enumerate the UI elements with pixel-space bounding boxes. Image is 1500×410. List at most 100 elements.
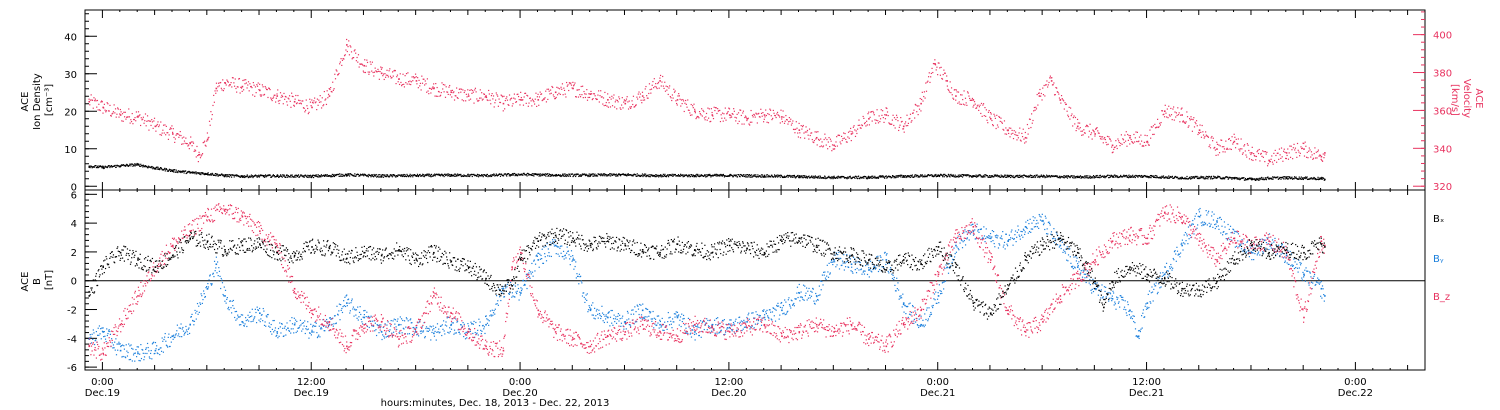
velocity-sample	[857, 124, 859, 127]
density-sample	[1095, 174, 1097, 177]
velocity-sample	[1019, 127, 1021, 129]
velocity-sample	[444, 96, 447, 98]
density-sample	[562, 174, 564, 176]
density-sample	[677, 174, 680, 176]
velocity-sample	[1062, 99, 1064, 101]
velocity-sample	[1241, 148, 1243, 150]
density-point	[1324, 178, 1326, 181]
density-sample	[308, 176, 310, 179]
by-sample	[139, 353, 141, 355]
density-sample	[602, 175, 604, 177]
density-sample	[1281, 177, 1284, 179]
velocity-sample	[1200, 136, 1203, 138]
velocity-sample	[790, 124, 793, 126]
velocity-sample	[1255, 155, 1258, 158]
by-sample	[121, 356, 123, 358]
density-sample	[856, 177, 859, 180]
density-sample	[460, 173, 462, 176]
density-sample	[425, 174, 427, 176]
density-sample	[1317, 178, 1320, 181]
velocity-sample	[875, 119, 877, 121]
velocity-sample	[774, 115, 777, 117]
by-point	[1111, 298, 1114, 300]
velocity-sample	[1075, 129, 1077, 132]
velocity-sample	[717, 108, 719, 110]
velocity-sample	[936, 66, 938, 68]
density-sample	[874, 177, 876, 179]
velocity-sample	[960, 103, 962, 106]
velocity-sample	[821, 141, 823, 143]
velocity-sample	[1177, 107, 1179, 109]
density-sample	[333, 175, 336, 178]
density-sample	[447, 173, 449, 175]
density-sample	[686, 174, 688, 176]
y-tick-label: 2	[71, 248, 77, 259]
velocity-sample	[910, 121, 912, 123]
velocity-sample	[1142, 144, 1144, 147]
density-sample	[764, 174, 766, 176]
velocity-sample	[615, 99, 617, 101]
density-sample	[926, 176, 928, 178]
by-sample	[197, 313, 199, 315]
density-sample	[363, 175, 365, 177]
velocity-sample	[355, 60, 357, 62]
velocity-sample	[99, 109, 101, 112]
density-sample	[587, 175, 589, 177]
velocity-sample	[1239, 148, 1242, 150]
density-sample	[292, 175, 294, 178]
velocity-sample	[167, 132, 169, 134]
velocity-sample	[1312, 158, 1314, 160]
velocity-sample	[1222, 151, 1224, 153]
density-sample	[458, 174, 460, 177]
density-sample	[817, 176, 819, 178]
velocity-sample	[1322, 153, 1324, 155]
density-sample	[221, 173, 223, 176]
density-sample	[1142, 176, 1144, 178]
velocity-sample	[662, 85, 664, 87]
velocity-sample	[514, 98, 516, 100]
by-point	[763, 316, 766, 319]
density-sample	[802, 177, 804, 179]
velocity-sample	[861, 124, 863, 126]
density-sample	[547, 174, 550, 177]
velocity-sample	[931, 67, 933, 70]
by-sample	[179, 327, 182, 329]
density-sample	[771, 174, 773, 176]
density-sample	[1223, 177, 1225, 179]
density-sample	[974, 175, 977, 178]
by-sample	[137, 351, 139, 353]
density-sample	[1088, 176, 1090, 178]
velocity-sample	[742, 110, 745, 112]
density-sample	[535, 173, 537, 175]
density-sample	[1076, 175, 1078, 178]
density-sample	[250, 176, 252, 178]
density-sample	[511, 173, 513, 176]
velocity-sample	[666, 89, 668, 91]
velocity-sample	[100, 101, 102, 103]
density-sample	[678, 175, 681, 177]
by-sample	[136, 346, 138, 348]
velocity-sample	[249, 86, 252, 88]
density-sample	[142, 166, 144, 168]
velocity-sample	[529, 97, 532, 99]
velocity-sample	[1265, 153, 1267, 155]
velocity-sample	[1094, 135, 1096, 137]
density-sample	[329, 175, 331, 177]
velocity-sample	[948, 89, 950, 92]
velocity-sample	[467, 89, 469, 91]
velocity-sample	[833, 148, 835, 150]
density-sample	[1284, 176, 1286, 178]
density-sample	[571, 173, 574, 175]
velocity-sample	[728, 107, 730, 109]
density-sample	[882, 175, 884, 177]
density-sample	[581, 174, 583, 177]
density-sample	[647, 174, 649, 176]
by-sample	[210, 283, 212, 285]
velocity-sample	[994, 115, 996, 117]
density-sample	[1316, 178, 1319, 180]
by-sample	[101, 327, 103, 329]
density-sample	[1167, 177, 1169, 179]
density-sample	[828, 175, 830, 177]
velocity-sample	[259, 94, 261, 96]
density-sample	[493, 173, 495, 175]
